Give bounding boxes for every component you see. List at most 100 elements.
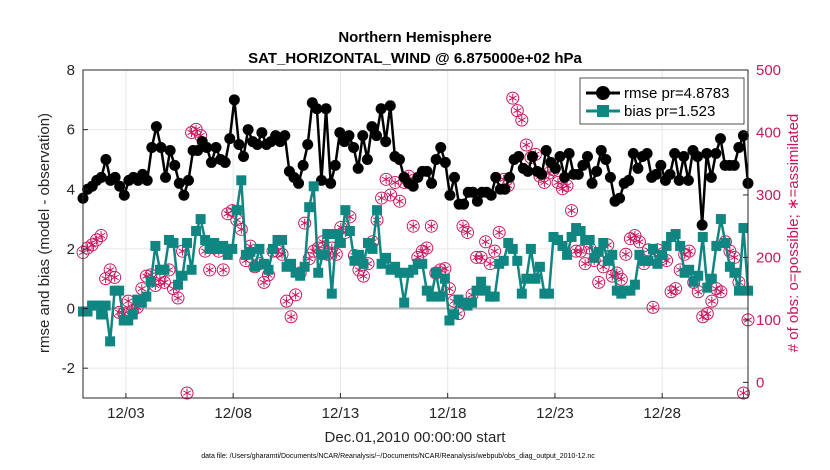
obs-possible-point [479,235,493,249]
obs-possible-point [646,300,660,314]
rmse-point [114,180,126,192]
rmse-point [228,94,240,106]
obs-assimilated-point [739,388,748,398]
obs-possible-point [424,219,438,233]
rmse-point [444,189,456,201]
rmse-point [421,165,433,177]
y-tick-label: 6 [67,122,75,139]
obs-possible-point [515,113,529,127]
rmse-point [513,150,525,162]
rmse-point [563,147,575,159]
bias-point [127,309,138,320]
rmse-point [315,174,327,186]
rmse-point [210,142,222,154]
bias-point [317,249,328,260]
bias-point [543,288,554,299]
obs-possible-point [379,172,393,186]
bias-point [390,261,401,272]
bias-point [349,255,360,266]
rmse-point [692,150,704,162]
obs-assimilated-point [386,190,395,200]
bias-point [168,237,179,248]
obs-possible-point [632,235,646,249]
rmse-point [293,177,305,189]
bias-point [448,309,459,320]
obs-possible-point [474,250,488,264]
rmse-point [728,159,740,171]
rmse-point [549,162,561,174]
bias-point [670,229,681,239]
rmse-point [343,130,355,142]
bias-point [593,246,604,257]
rmse-point [384,100,396,112]
bias-point [150,240,161,251]
bias-point [191,226,202,237]
obs-assimilated-point [472,252,481,262]
bias-point [607,249,618,260]
y2-tick-label: 0 [756,374,764,391]
obs-possible-point [298,216,312,230]
bias-point [195,214,206,225]
obs-assimilated-point [666,287,676,297]
obs-assimilated-point [707,296,716,306]
rmse-point [393,153,405,165]
obs-assimilated-point [101,274,110,284]
rmse-point [504,171,516,183]
rmse-point [352,162,364,174]
bias-point [688,276,699,287]
y-tick-label: 8 [67,62,75,79]
bias-point [711,240,722,251]
bias-point [417,258,428,269]
rmse-point [499,183,511,195]
y2-tick-label: 100 [756,312,781,329]
obs-possible-point [470,250,484,264]
bias-point [209,237,220,248]
bias-point [331,229,342,239]
bias-point [480,285,491,296]
bias-point [123,315,134,326]
bias-point [100,300,111,311]
rmse-point [224,133,236,145]
bias-point [358,258,369,269]
obs-possible-point [185,125,199,139]
obs-possible-point [94,229,108,243]
rmse-point [490,171,502,183]
rmse-point [526,150,538,162]
obs-possible-point [384,188,398,202]
legend-rmse-marker [596,86,610,100]
rmse-point [178,189,190,201]
rmse-point [325,177,337,189]
bias-point [715,214,726,225]
bias-point [498,255,509,266]
obs-possible-point [488,244,502,258]
rmse-point [348,142,360,154]
y-ticks: -2 0 2 4 6 8 [62,62,88,377]
bias-point [697,231,708,242]
obs-assimilated-point [173,293,183,303]
x-tick-label: 12/13 [322,405,360,422]
bias-point [634,249,645,260]
bias-point [598,237,609,248]
rmse-point [297,159,309,171]
rmse-point [678,150,690,162]
obs-assimilated-point [427,221,436,231]
bias-point [507,243,518,254]
bias-point [584,234,595,245]
bias-point [105,336,116,347]
bias-point [729,267,740,278]
bias-point [426,291,437,302]
bias-point [308,181,319,192]
y2-tick-label: 400 [756,124,781,141]
rmse-point [641,147,653,159]
obs-assimilated-point [286,312,296,322]
bias-point [566,231,577,242]
bias-point [525,243,536,254]
rmse-point [701,147,713,159]
obs-possible-point [578,257,592,271]
rmse-point [329,159,341,171]
rmse-point [710,147,722,159]
x-tick-label: 12/03 [107,405,145,422]
x-tick-label: 12/18 [429,405,467,422]
rmse-point [238,150,250,162]
rmse-point [371,130,383,142]
